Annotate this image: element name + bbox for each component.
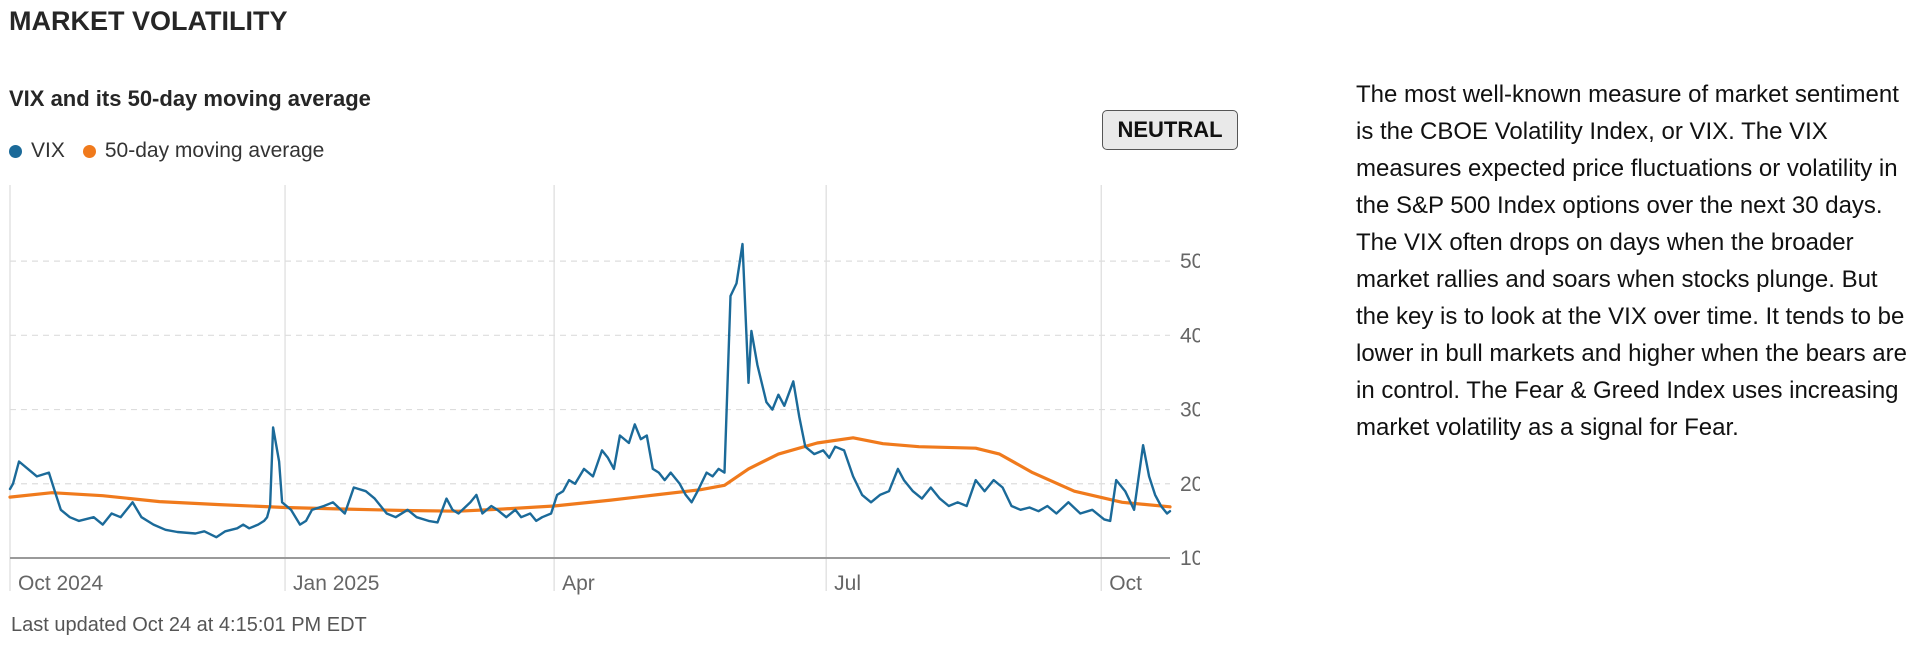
x-tick-label: Jul [834,572,861,595]
last-updated-text: Last updated Oct 24 at 4:15:01 PM EDT [11,614,367,636]
chart-title: VIX and its 50-day moving average [9,86,371,111]
legend-dot-vix [9,144,22,158]
x-tick-label: Oct [1109,572,1142,595]
x-tick-label: Jan 2025 [293,572,379,595]
moving-average-series-line [8,436,1172,513]
legend-dot-moving-average [82,144,96,158]
y-tick-label: 20.00 [1180,473,1200,496]
vix-series-line [8,242,1172,539]
legend-item-moving-average: 50-day moving average [82,139,325,163]
x-tick-label: Oct 2024 [18,572,104,595]
legend-item-vix: VIX [9,139,65,163]
legend-label-moving-average: 50-day moving average [104,139,325,162]
vix-line-chart: 10.00 20.00 30.00 40.00 50.00 Oct 2024 Jan 202… [8,185,1200,595]
y-tick-label: 50.00 [1180,250,1200,273]
section-title: MARKET VOLATILITY [9,6,288,36]
y-tick-label: 30.00 [1180,399,1200,422]
vix-description: The most well-known measure of market se… [1356,81,1907,441]
chart-legend: VIX 50-day moving average [9,139,342,163]
y-tick-label: 10.00 [1180,547,1200,570]
x-tick-label: Apr [562,572,595,595]
sentiment-badge: NEUTRAL [1102,110,1238,150]
y-tick-label: 40.00 [1180,324,1200,347]
legend-label-vix: VIX [31,139,65,162]
